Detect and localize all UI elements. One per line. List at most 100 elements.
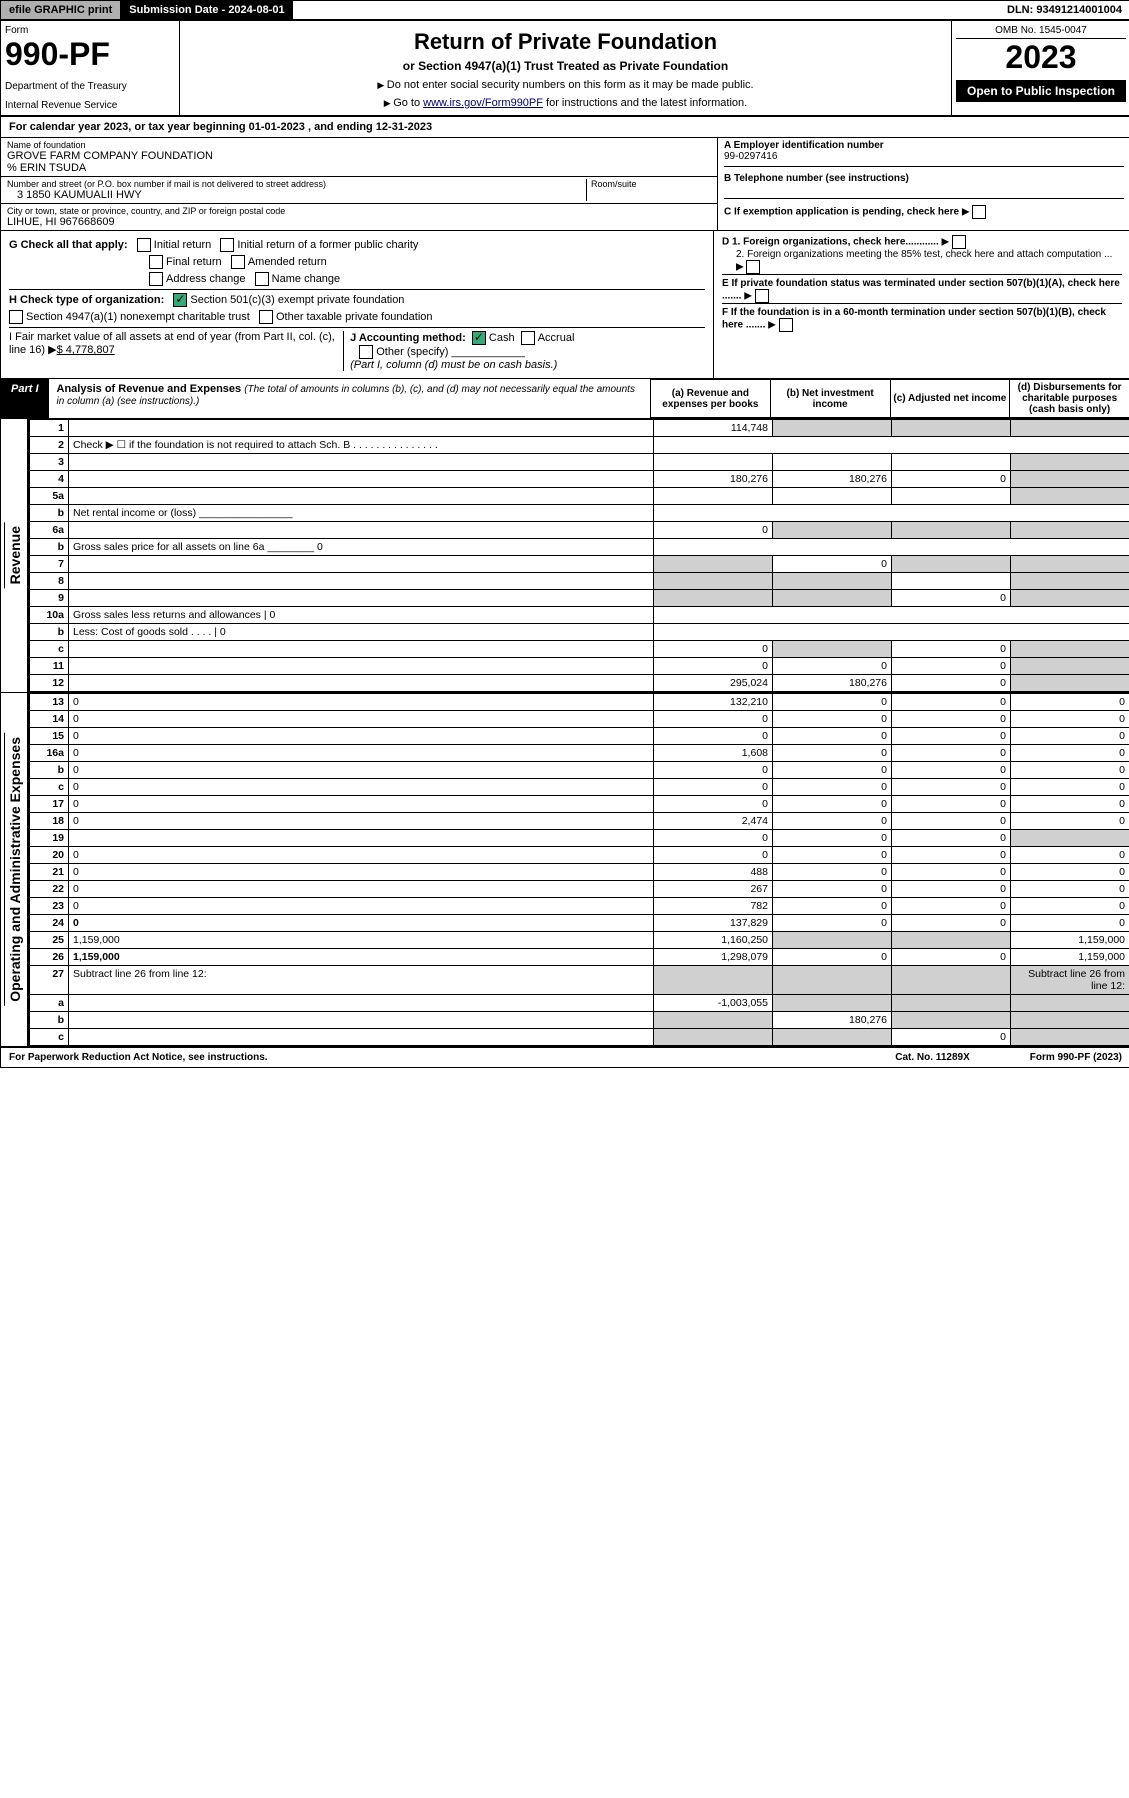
city-row: City or town, state or province, country… — [1, 204, 717, 230]
row-number: 11 — [30, 658, 69, 675]
irs-link[interactable]: www.irs.gov/Form990PF — [423, 97, 543, 109]
row-number: 27 — [30, 966, 69, 995]
g-amended-checkbox[interactable] — [231, 255, 245, 269]
amt-d — [1011, 522, 1129, 539]
table-row: a-1,003,055 — [30, 995, 1129, 1012]
row-number: 14 — [30, 711, 69, 728]
g-line2: Final return Amended return — [9, 255, 705, 269]
amt-c: 0 — [892, 915, 1011, 932]
revenue-table-wrap: 1114,7482Check ▶ ☐ if the foundation is … — [29, 419, 1129, 692]
amt-a: 114,748 — [654, 420, 773, 437]
h-501c3-checkbox[interactable] — [173, 293, 187, 307]
amt-c: 0 — [892, 471, 1011, 488]
amt-d: 0 — [1011, 813, 1129, 830]
table-row: 1114,748 — [30, 420, 1129, 437]
amt-a: 267 — [654, 881, 773, 898]
amt-a — [654, 454, 773, 471]
row-number: 23 — [30, 898, 69, 915]
e-checkbox[interactable] — [755, 289, 769, 303]
row-desc: 0 — [69, 898, 654, 915]
amt-a: 0 — [654, 830, 773, 847]
amt-c — [892, 1012, 1011, 1029]
amt-a: 0 — [654, 762, 773, 779]
row-desc: Check ▶ ☐ if the foundation is not requi… — [69, 437, 654, 454]
amt-b — [773, 420, 892, 437]
blank-cell — [654, 505, 1129, 522]
checks-right: D 1. Foreign organizations, check here..… — [714, 231, 1129, 378]
g-initial-checkbox[interactable] — [137, 238, 151, 252]
entity-info: Name of foundation GROVE FARM COMPANY FO… — [1, 138, 1129, 231]
amt-b: 0 — [773, 658, 892, 675]
j-label: J Accounting method: — [350, 332, 466, 344]
amt-c: 0 — [892, 898, 1011, 915]
row-number: 13 — [30, 694, 69, 711]
row-desc: 0 — [69, 745, 654, 762]
expenses-vlabel: Operating and Administrative Expenses — [4, 733, 25, 1006]
amt-a: 0 — [654, 711, 773, 728]
col-a-header: (a) Revenue and expenses per books — [651, 380, 771, 418]
entity-right: A Employer identification number 99-0297… — [718, 138, 1129, 230]
j-other: Other (specify) — [376, 346, 448, 358]
amt-b: 0 — [773, 711, 892, 728]
table-row: 19000 — [30, 830, 1129, 847]
revenue-section: Revenue 1114,7482Check ▶ ☐ if the founda… — [1, 419, 1129, 693]
row-number: 10a — [30, 607, 69, 624]
col-b-header: (b) Net investment income — [770, 380, 890, 418]
g-line: G Check all that apply: Initial return I… — [9, 238, 705, 252]
row-desc: 1,159,000 — [69, 949, 654, 966]
blank-cell — [654, 624, 1129, 641]
g-address-checkbox[interactable] — [149, 272, 163, 286]
amt-a — [654, 556, 773, 573]
g-final-checkbox[interactable] — [149, 255, 163, 269]
row-desc — [69, 556, 654, 573]
g-name-checkbox[interactable] — [255, 272, 269, 286]
row-desc: 0 — [69, 711, 654, 728]
table-row: 251,159,0001,160,2501,159,000 — [30, 932, 1129, 949]
table-row: c00 — [30, 641, 1129, 658]
row-number: c — [30, 779, 69, 796]
h-other-checkbox[interactable] — [259, 310, 273, 324]
g-opt-1: Initial return of a former public charit… — [237, 239, 418, 251]
amt-b: 0 — [773, 694, 892, 711]
amt-b: 0 — [773, 779, 892, 796]
d1-checkbox[interactable] — [952, 235, 966, 249]
j-other-checkbox[interactable] — [359, 345, 373, 359]
g-initial-former-checkbox[interactable] — [220, 238, 234, 252]
amt-b: 0 — [773, 745, 892, 762]
table-row: 3 — [30, 454, 1129, 471]
h-label: H Check type of organization: — [9, 294, 164, 306]
open-inspection: Open to Public Inspection — [956, 80, 1126, 102]
row-number: 2 — [30, 437, 69, 454]
table-row: 10aGross sales less returns and allowanc… — [30, 607, 1129, 624]
amt-a — [654, 1029, 773, 1046]
note-link: Go to www.irs.gov/Form990PF for instruct… — [184, 97, 947, 109]
j-cash-checkbox[interactable] — [472, 331, 486, 345]
footer-left: For Paperwork Reduction Act Notice, see … — [9, 1052, 268, 1063]
h-line2: Section 4947(a)(1) nonexempt charitable … — [9, 310, 705, 324]
f-checkbox[interactable] — [779, 318, 793, 332]
amt-d: 0 — [1011, 915, 1129, 932]
tax-year: 2023 — [956, 39, 1126, 76]
row-number: c — [30, 1029, 69, 1046]
d2-checkbox[interactable] — [746, 260, 760, 274]
amt-d — [1011, 454, 1129, 471]
amt-d: 1,159,000 — [1011, 932, 1129, 949]
amt-c: 0 — [892, 745, 1011, 762]
table-row: 16a01,608000 — [30, 745, 1129, 762]
ij-line: I Fair market value of all assets at end… — [9, 327, 705, 371]
form-number: 990-PF — [5, 36, 175, 73]
row-number: 7 — [30, 556, 69, 573]
amt-d: 0 — [1011, 898, 1129, 915]
c-checkbox[interactable] — [972, 205, 986, 219]
expenses-table: 130132,2100001400000150000016a01,608000b… — [29, 693, 1129, 1046]
amt-b — [773, 1029, 892, 1046]
table-row: 5a — [30, 488, 1129, 505]
header-right: OMB No. 1545-0047 2023 Open to Public In… — [951, 21, 1129, 115]
row-number: 24 — [30, 915, 69, 932]
j-accrual-checkbox[interactable] — [521, 331, 535, 345]
addr-row: Number and street (or P.O. box number if… — [1, 177, 717, 204]
h-4947-checkbox[interactable] — [9, 310, 23, 324]
table-row: 261,159,0001,298,079001,159,000 — [30, 949, 1129, 966]
care-of: % ERIN TSUDA — [7, 162, 711, 174]
row-number: 26 — [30, 949, 69, 966]
